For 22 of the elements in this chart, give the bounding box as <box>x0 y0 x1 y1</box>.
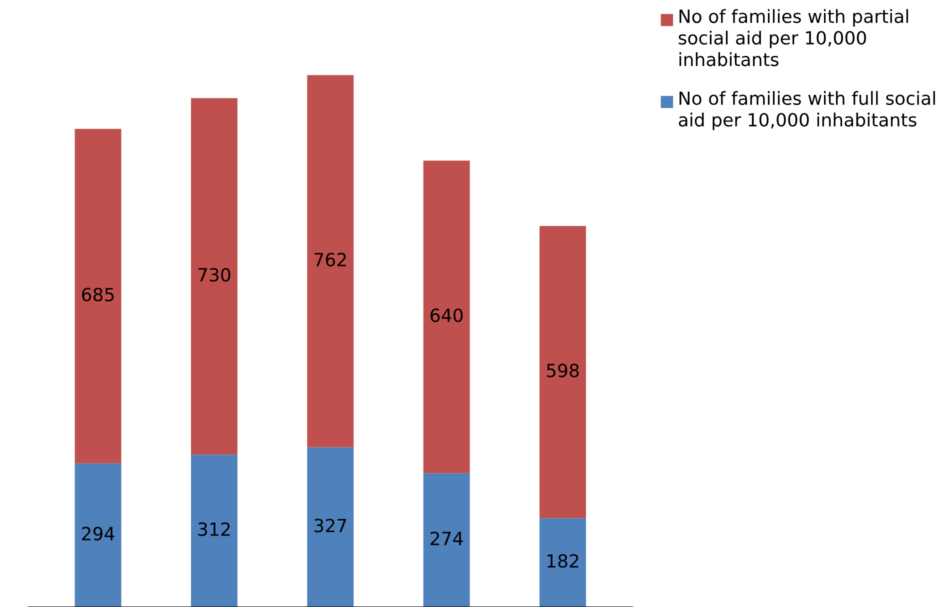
bar <box>540 518 586 607</box>
data-label: 730 <box>198 268 230 282</box>
bar <box>423 473 470 607</box>
bar <box>74 128 122 464</box>
data-label: 312 <box>198 522 230 536</box>
bar <box>190 98 238 455</box>
bar <box>307 447 354 607</box>
bar <box>423 160 470 474</box>
data-label: 182 <box>548 554 578 568</box>
bar <box>540 226 586 518</box>
data-label: 640 <box>430 308 463 322</box>
data-label: 685 <box>82 288 114 302</box>
data-label: 294 <box>82 526 114 540</box>
data-label: 327 <box>314 518 346 532</box>
data-label: 598 <box>546 364 579 378</box>
bar <box>74 463 122 607</box>
data-label: 274 <box>430 532 463 546</box>
bar <box>307 75 354 448</box>
bar <box>190 454 238 607</box>
legend-label: No of families with full social aid per 10,000 inhabitants <box>678 91 935 130</box>
legend-label: No of families with partial social aid per 10,000 inhabitants <box>678 9 908 66</box>
data-label: 762 <box>314 252 346 266</box>
